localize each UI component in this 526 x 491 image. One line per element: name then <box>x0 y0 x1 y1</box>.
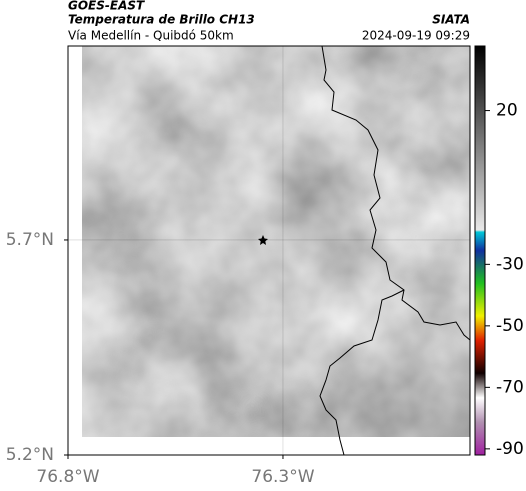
colorbar-tick-label: -90 <box>496 439 524 459</box>
colorbar-tick-label: 20 <box>496 101 518 121</box>
lon-tick-label: 76.3°W <box>251 467 314 487</box>
source: SIATA <box>432 13 470 27</box>
map-frame <box>67 45 471 456</box>
border-line <box>319 289 405 456</box>
colorbar <box>474 45 486 456</box>
lat-tick-label: 5.2°N <box>6 445 54 465</box>
subtitle: Temperatura de Brillo CH13 <box>68 13 255 27</box>
lat-tick-label: 5.7°N <box>6 230 54 250</box>
location: Vía Medellín - Quibdó 50km <box>68 29 234 43</box>
colorbar-tick-label: -70 <box>496 377 524 397</box>
border-line <box>321 45 471 341</box>
datetime: 2024-09-19 09:29 <box>362 29 470 43</box>
location-marker <box>258 235 268 245</box>
colorbar-tick-label: -30 <box>496 254 524 274</box>
image-shading <box>82 46 470 437</box>
lon-tick-label: 76.8°W <box>36 467 99 487</box>
colorbar-tick-label: -50 <box>496 316 524 336</box>
title: GOES-EAST <box>68 0 145 13</box>
